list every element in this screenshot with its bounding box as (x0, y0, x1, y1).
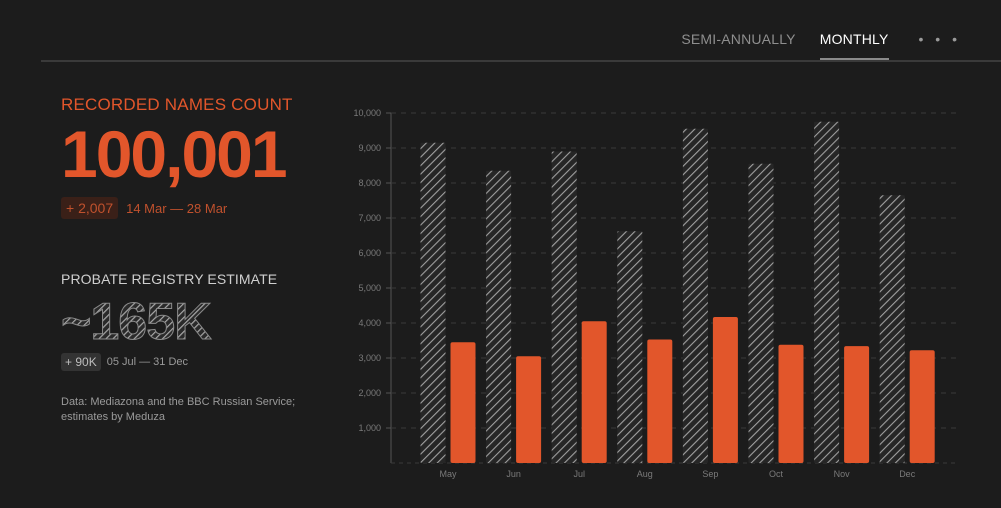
x-tick-label: Jun (506, 469, 521, 479)
bar-hatched (486, 170, 512, 463)
summary-panel: RECORDED NAMES COUNT 100,001 + 2,007 14 … (61, 95, 351, 425)
bar-solid (516, 356, 542, 463)
bar-solid (778, 344, 804, 463)
data-source-note: Data: Mediazona and the BBC Russian Serv… (61, 396, 296, 423)
y-tick-label: 10,000 (353, 108, 381, 118)
y-tick-label: 8,000 (358, 178, 381, 188)
probate-delta-badge: + 90K (61, 353, 101, 371)
period-tabs: SEMI-ANNUALLY MONTHLY • • • (657, 28, 961, 64)
bar-hatched (551, 151, 577, 463)
y-tick-label: 6,000 (358, 248, 381, 258)
x-tick-label: May (439, 469, 457, 479)
probate-estimate-label: PROBATE REGISTRY ESTIMATE (61, 271, 278, 287)
bar-hatched (814, 121, 840, 463)
recorded-names-label: RECORDED NAMES COUNT (61, 95, 293, 114)
x-tick-label: Jul (573, 469, 585, 479)
recorded-delta-badge: + 2,007 (61, 197, 119, 219)
bar-solid (647, 339, 673, 463)
bar-solid (450, 342, 476, 463)
x-tick-label: Nov (834, 469, 851, 479)
y-tick-label: 5,000 (358, 283, 381, 293)
recorded-names-value: 100,001 (61, 117, 288, 191)
y-tick-label: 4,000 (358, 318, 381, 328)
recorded-delta-dates: 14 Mar — 28 Mar (126, 200, 228, 216)
x-tick-label: Oct (769, 469, 784, 479)
probate-estimate-text: ~165K (61, 293, 212, 347)
x-tick-label: Dec (899, 469, 916, 479)
tab-monthly[interactable]: MONTHLY (819, 28, 889, 61)
tab-semi-annually[interactable]: SEMI-ANNUALLY (681, 31, 796, 47)
bar-solid (844, 346, 870, 463)
header-divider (41, 60, 1001, 62)
bar-hatched (748, 163, 774, 463)
bar-hatched (420, 142, 446, 463)
bar-hatched (879, 195, 905, 463)
bar-solid (712, 317, 738, 463)
bar-solid (581, 321, 607, 463)
y-tick-label: 1,000 (358, 423, 381, 433)
y-tick-label: 3,000 (358, 353, 381, 363)
bar-hatched (682, 128, 708, 463)
probate-delta-dates: 05 Jul — 31 Dec (106, 356, 189, 368)
x-tick-label: Aug (637, 469, 653, 479)
y-tick-label: 9,000 (358, 143, 381, 153)
recorded-delta-row: + 2,007 14 Mar — 28 Mar (61, 197, 351, 219)
probate-delta-row: + 90K 05 Jul — 31 Dec (61, 353, 351, 371)
y-tick-label: 7,000 (358, 213, 381, 223)
x-tick-label: Sep (702, 469, 718, 479)
y-tick-label: 2,000 (358, 388, 381, 398)
bar-hatched (617, 231, 643, 463)
more-options-icon[interactable]: • • • (918, 31, 961, 47)
probate-estimate-value: ~165K (61, 291, 351, 348)
bar-solid (909, 350, 935, 463)
probate-estimate-graphic: ~165K (61, 293, 214, 348)
